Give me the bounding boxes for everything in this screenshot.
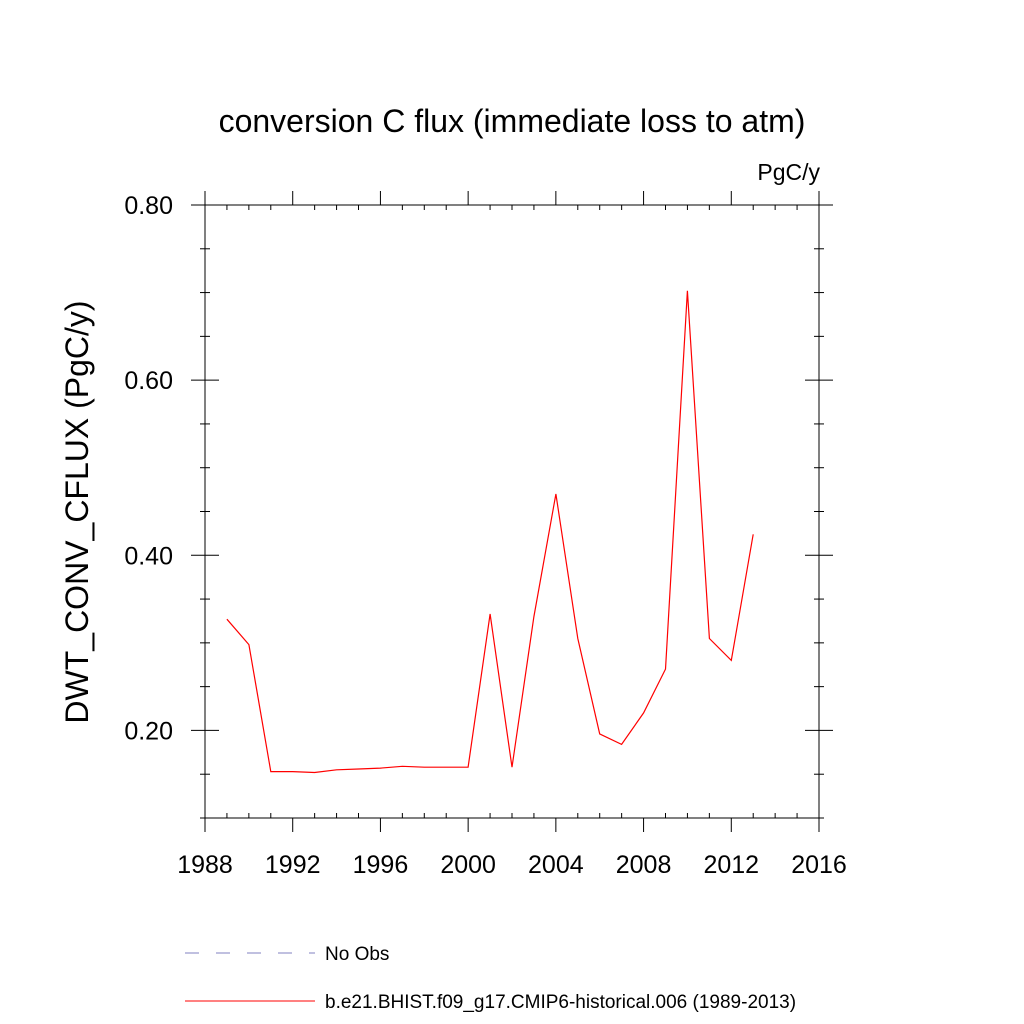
axis-ticks <box>191 191 833 832</box>
units-label: PgC/y <box>757 159 820 185</box>
y-axis-label: DWT_CONV_CFLUX (PgC/y) <box>59 300 95 723</box>
axis-tick-labels: 1988 1992 1996 2000 2004 2008 2012 2016 0.20 0.40… <box>124 192 846 879</box>
x-tick-label: 1988 <box>177 851 233 879</box>
legend-label-no-obs: No Obs <box>325 944 389 965</box>
x-tick-label: 1996 <box>353 851 409 879</box>
series-line <box>226 290 754 774</box>
x-tick-label: 2012 <box>703 851 759 879</box>
x-tick-label: 2004 <box>528 851 584 879</box>
x-tick-label: 2016 <box>791 851 847 879</box>
plot-frame <box>204 204 820 819</box>
y-tick-label: 0.40 <box>124 542 173 570</box>
legend: No Obs b.e21.BHIST.f09_g17.CMIP6-histori… <box>185 944 796 1013</box>
y-tick-label: 0.20 <box>124 717 173 745</box>
y-tick-label: 0.60 <box>124 367 173 395</box>
legend-label-model: b.e21.BHIST.f09_g17.CMIP6-historical.006… <box>325 992 796 1013</box>
x-tick-label: 1992 <box>265 851 321 879</box>
series-group <box>226 290 754 774</box>
y-tick-label: 0.80 <box>124 192 173 220</box>
chart-title: conversion C flux (immediate loss to atm… <box>219 103 806 139</box>
x-tick-label: 2000 <box>440 851 496 879</box>
x-tick-label: 2008 <box>616 851 672 879</box>
